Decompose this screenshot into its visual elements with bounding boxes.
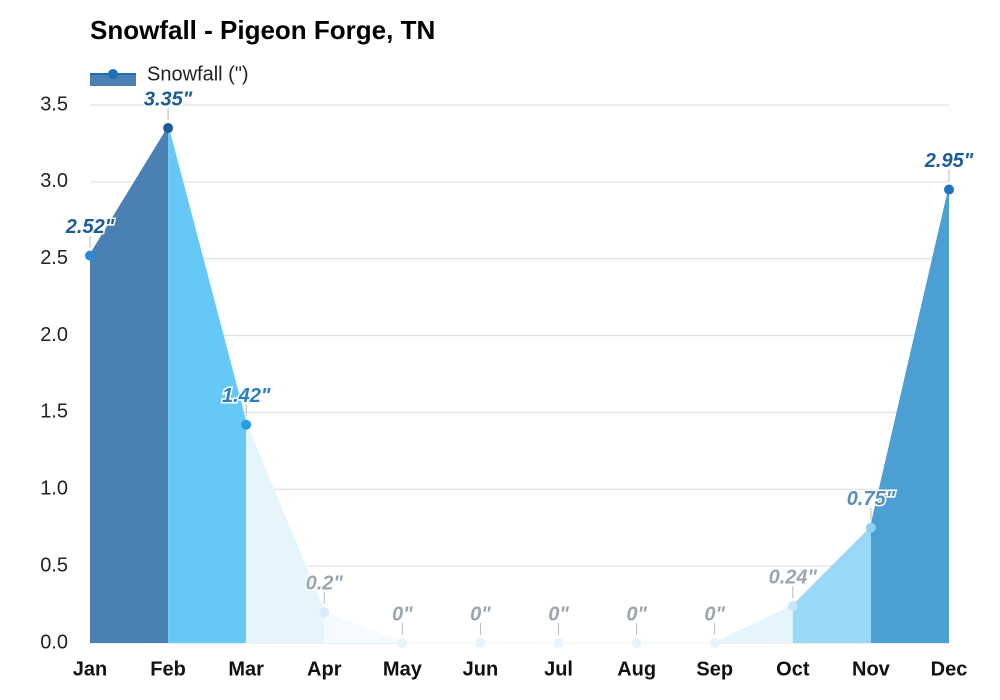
line-segment — [167, 127, 248, 425]
value-label: 2.52" — [65, 216, 115, 238]
point — [475, 638, 486, 648]
value-label: 0" — [470, 603, 491, 625]
legend-marker — [108, 69, 118, 79]
line-segment — [714, 605, 794, 644]
line-segment — [89, 127, 169, 257]
line-segment — [792, 527, 872, 607]
area-segment — [90, 128, 169, 644]
point — [553, 638, 564, 648]
x-tick-label: Mar — [228, 658, 264, 680]
y-tick-label: 2.0 — [40, 324, 68, 346]
value-label: 0.24" — [769, 566, 818, 588]
x-tick-label: Jul — [544, 658, 573, 680]
x-tick-label: Feb — [150, 658, 186, 680]
value-label: 0" — [548, 603, 569, 625]
x-tick-label: Jun — [463, 658, 499, 680]
x-tick-label: Oct — [776, 658, 810, 680]
point — [631, 638, 642, 648]
x-tick-label: May — [383, 658, 423, 680]
point — [241, 419, 252, 430]
legend-label: Snowfall (") — [147, 63, 249, 85]
point — [709, 638, 720, 648]
point — [944, 184, 954, 195]
y-tick-label: 1.0 — [40, 478, 68, 500]
point — [865, 522, 876, 533]
area-segment — [792, 527, 871, 643]
value-label: 0" — [392, 603, 413, 625]
y-tick-label: 2.5 — [40, 247, 68, 269]
y-tick-label: 0.5 — [40, 554, 68, 576]
line-segment — [323, 611, 403, 644]
y-tick-label: 3.0 — [40, 170, 68, 192]
area-segment — [870, 189, 949, 644]
value-label: 1.42" — [222, 385, 271, 407]
value-label: 0" — [704, 603, 725, 625]
point — [163, 123, 174, 134]
x-tick-label: Apr — [307, 658, 342, 680]
area-segment — [246, 424, 325, 643]
y-tick-label: 3.5 — [40, 93, 68, 115]
value-label: 0.2" — [306, 573, 344, 595]
line-segment — [245, 424, 326, 613]
value-label: 3.35" — [144, 88, 193, 110]
chart-title: Snowfall - Pigeon Forge, TN — [90, 15, 435, 45]
y-tick-label: 0.0 — [40, 631, 68, 653]
value-label: 0.75" — [847, 488, 896, 510]
point — [85, 250, 95, 261]
point — [397, 638, 408, 648]
x-tick-label: Jan — [73, 658, 107, 680]
value-label: 0" — [626, 603, 647, 625]
legend: Snowfall (") — [90, 63, 249, 86]
y-tick-label: 1.5 — [40, 401, 68, 423]
legend-swatch — [90, 74, 136, 86]
x-tick-label: Nov — [852, 658, 891, 680]
area-segment — [168, 128, 247, 644]
x-tick-label: Dec — [931, 658, 968, 680]
point — [319, 607, 330, 618]
point — [787, 601, 798, 612]
value-label: 2.95" — [924, 150, 974, 172]
line-segment — [869, 189, 950, 528]
x-tick-label: Aug — [617, 658, 656, 680]
x-tick-label: Sep — [696, 658, 733, 680]
